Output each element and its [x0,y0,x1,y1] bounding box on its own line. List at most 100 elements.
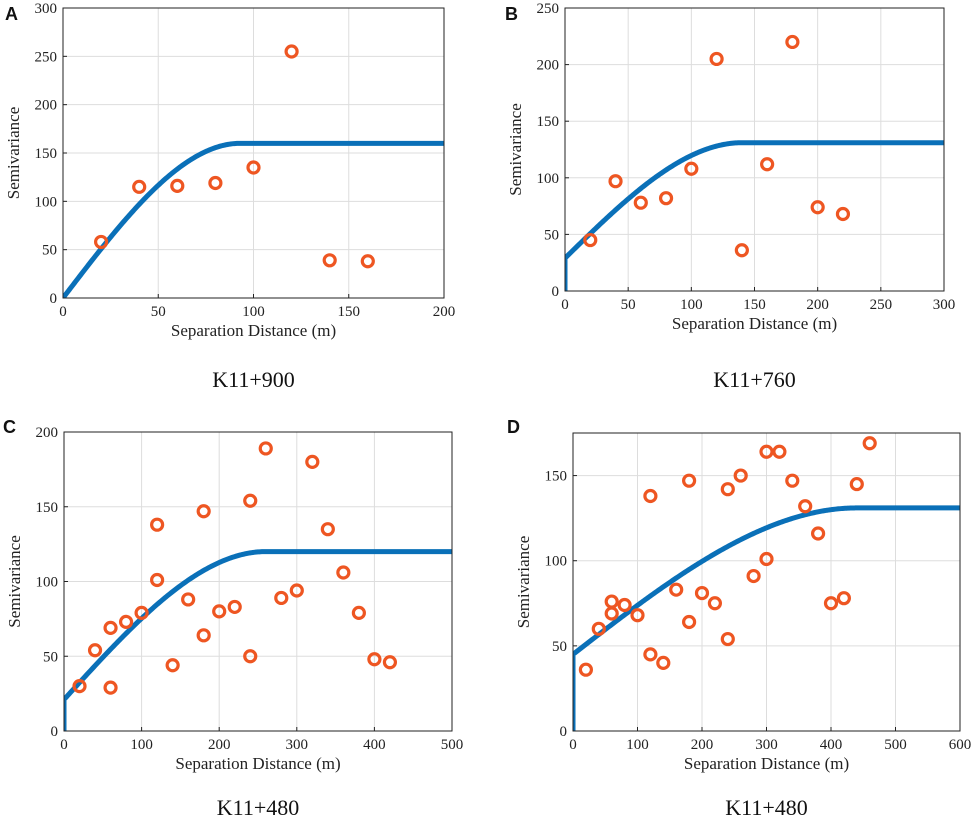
data-point [694,585,710,601]
data-point [227,599,242,615]
panel-caption: K11+900 [212,367,294,392]
y-tick-label: 0 [552,284,560,300]
x-tick-label: 0 [569,737,577,753]
data-point [630,608,645,623]
x-tick-label: 100 [626,737,649,753]
data-point [87,643,103,658]
data-point [684,161,699,176]
data-point [132,179,147,194]
plot-frame [62,7,445,299]
data-point [669,582,684,597]
y-tick-label: 300 [35,1,58,17]
data-point [208,175,223,191]
data-point [591,621,606,636]
x-tick-label: 150 [743,297,766,313]
y-tick-label: 100 [545,554,568,570]
panel-letter: C [3,417,16,437]
data-point [656,655,671,670]
panel-caption: K11+760 [713,367,795,392]
plot-frame [564,7,945,292]
y-tick-label: 150 [36,500,59,516]
data-point [707,596,723,611]
data-point [367,652,382,667]
data-point [351,605,366,620]
x-tick-label: 100 [130,737,153,753]
x-tick-label: 200 [691,737,714,753]
y-tick-label: 100 [36,575,59,591]
x-tick-label: 400 [820,737,843,753]
data-point [93,234,109,250]
x-tick-label: 0 [561,297,569,313]
x-axis-label: Separation Distance (m) [672,314,837,333]
data-point [305,454,320,469]
data-point [246,160,261,175]
data-point [289,583,304,598]
y-tick-label: 200 [35,98,58,114]
x-axis-label: Separation Distance (m) [175,754,340,773]
chart-panel-b: 0 50 100 150 200 250 300 0 50 100 150 200 250 Separat… [505,1,955,392]
x-tick-label: 100 [242,304,265,320]
y-axis-label: Semivariance [514,536,533,629]
data-point [150,572,165,588]
x-tick-label: 300 [286,737,309,753]
x-tick-label: 600 [949,737,972,753]
y-tick-label: 0 [560,724,568,740]
y-tick-label: 0 [50,291,58,307]
x-tick-label: 0 [60,737,68,753]
data-point [734,243,749,258]
data-point [810,200,825,215]
x-tick-label: 400 [363,737,386,753]
x-tick-label: 50 [621,297,636,313]
y-tick-label: 50 [43,649,58,665]
data-point [862,436,877,451]
x-tick-label: 50 [151,304,166,320]
data-point [658,191,674,206]
data-point [196,628,211,643]
panel-caption: K11+480 [217,795,299,820]
x-tick-label: 200 [208,737,231,753]
plot-frame [572,432,961,732]
y-tick-label: 100 [35,194,58,210]
data-point [798,499,813,514]
data-point [772,444,787,459]
data-point [760,157,775,172]
panel-caption: K11+480 [725,795,807,820]
model-curve [64,549,452,731]
data-point [243,493,258,508]
model-curve [565,140,944,291]
x-tick-label: 0 [59,304,67,320]
y-tick-label: 200 [36,425,59,441]
x-tick-label: 250 [870,297,893,313]
y-tick-label: 150 [35,146,58,162]
y-tick-label: 50 [552,639,567,655]
x-axis-label: Separation Distance (m) [171,321,336,340]
data-point [836,591,852,606]
data-point [643,488,658,504]
data-point [608,174,623,189]
y-tick-label: 100 [537,171,560,187]
panel-letter: B [505,4,518,24]
data-point [322,253,337,268]
y-tick-label: 50 [544,227,559,243]
x-tick-label: 100 [680,297,703,313]
chart-panel-a: 0 50 100 150 200 0 50 100 150 200 250 300 Separation… [4,1,455,392]
y-axis-label: Semivariance [5,535,24,628]
data-point [336,565,351,580]
y-tick-label: 250 [35,49,58,65]
model-curve [63,140,444,298]
x-axis-label: Separation Distance (m) [684,754,849,773]
panel-letter: A [5,4,18,24]
data-point [118,614,134,629]
model-curve [573,505,960,731]
data-point [170,178,185,193]
data-point [681,614,697,630]
y-tick-label: 150 [545,469,568,485]
y-tick-label: 50 [42,243,57,259]
data-point [150,517,165,532]
chart-panel-d: 0 100 200 300 400 500 600 0 50 100 150 Separation D… [507,417,971,820]
y-tick-label: 200 [537,58,560,74]
x-tick-label: 200 [806,297,829,313]
data-point [643,647,658,662]
